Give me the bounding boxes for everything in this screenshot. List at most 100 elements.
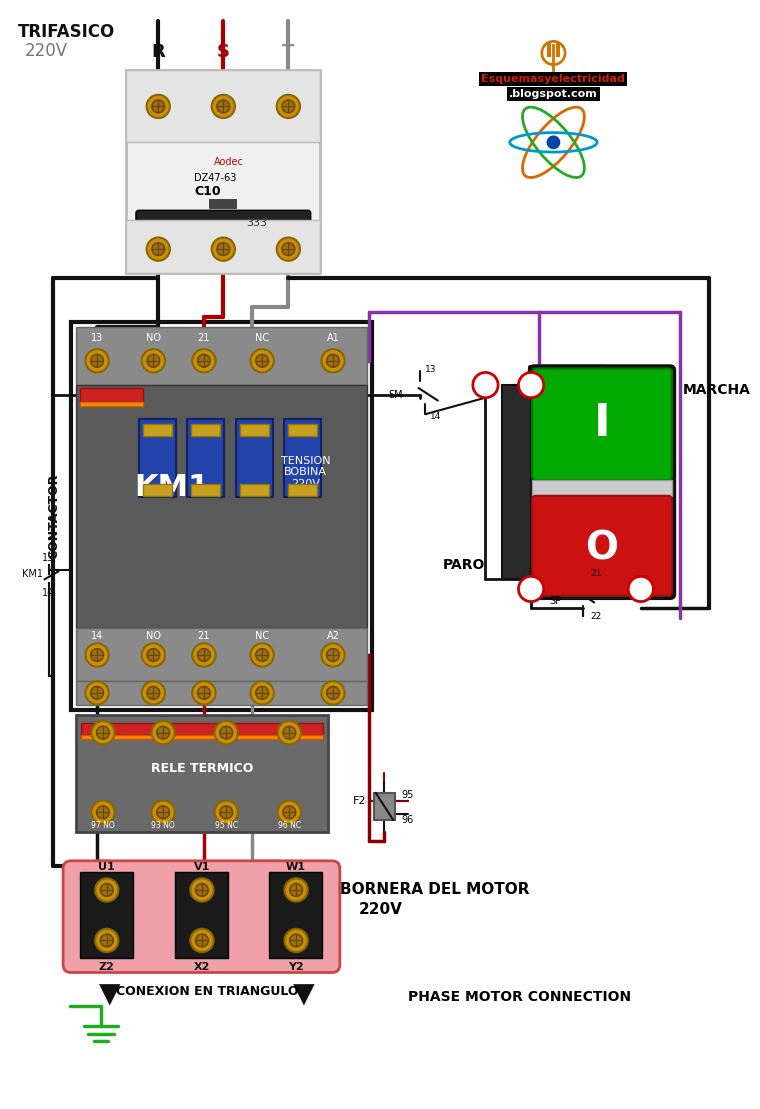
Circle shape	[152, 243, 165, 255]
Bar	[188, 419, 224, 497]
FancyBboxPatch shape	[532, 368, 672, 480]
Text: C10: C10	[195, 185, 221, 199]
Circle shape	[282, 243, 295, 255]
Text: CONEXION EN TRIANGULO: CONEXION EN TRIANGULO	[116, 986, 298, 998]
Text: 14: 14	[430, 411, 442, 420]
Circle shape	[251, 349, 274, 373]
Circle shape	[214, 801, 238, 824]
Circle shape	[142, 681, 165, 704]
Circle shape	[277, 721, 301, 744]
FancyBboxPatch shape	[63, 861, 340, 973]
Circle shape	[283, 806, 296, 818]
Bar	[76, 327, 367, 385]
Bar	[288, 485, 318, 496]
Circle shape	[327, 355, 340, 367]
Circle shape	[256, 355, 268, 367]
Text: W1: W1	[286, 862, 306, 872]
Circle shape	[251, 681, 274, 704]
Text: KM1: KM1	[134, 472, 209, 501]
Bar	[240, 424, 269, 436]
Text: 333: 333	[246, 218, 268, 228]
Text: PARO: PARO	[443, 558, 486, 572]
Text: Z2: Z2	[99, 962, 115, 971]
Text: 95: 95	[401, 790, 413, 800]
Circle shape	[157, 726, 169, 739]
Text: X2: X2	[194, 962, 211, 971]
Bar	[76, 715, 328, 832]
Text: RELE TERMICO: RELE TERMICO	[150, 762, 253, 775]
Circle shape	[85, 681, 109, 704]
Bar	[80, 873, 133, 958]
Bar	[80, 401, 143, 406]
Text: 13: 13	[91, 334, 103, 344]
Circle shape	[277, 237, 300, 261]
Bar	[192, 424, 220, 436]
Circle shape	[198, 649, 211, 661]
Bar	[81, 734, 323, 740]
Polygon shape	[293, 984, 315, 1006]
Circle shape	[473, 373, 498, 398]
Text: NC: NC	[255, 334, 269, 344]
Bar	[81, 723, 323, 734]
Circle shape	[214, 721, 238, 744]
Circle shape	[147, 94, 170, 118]
Text: KM1: KM1	[22, 569, 43, 579]
Text: 13: 13	[426, 365, 437, 374]
Circle shape	[212, 94, 235, 118]
Circle shape	[142, 349, 165, 373]
Text: 97 NO: 97 NO	[91, 822, 115, 831]
Circle shape	[327, 649, 340, 661]
Circle shape	[327, 686, 340, 700]
Text: Esquemasyelectricidad: Esquemasyelectricidad	[482, 74, 625, 84]
Text: Y2: Y2	[288, 962, 304, 971]
Text: DZ47-63: DZ47-63	[195, 173, 236, 183]
Circle shape	[100, 934, 113, 947]
Circle shape	[321, 643, 345, 667]
Circle shape	[217, 100, 230, 113]
Circle shape	[91, 721, 115, 744]
Circle shape	[277, 801, 301, 824]
Bar	[269, 873, 322, 958]
Circle shape	[91, 801, 115, 824]
Text: PHASE MOTOR CONNECTION: PHASE MOTOR CONNECTION	[408, 989, 631, 1004]
Circle shape	[198, 686, 211, 700]
Text: R: R	[151, 43, 165, 61]
Circle shape	[85, 643, 109, 667]
Bar	[192, 485, 220, 496]
Circle shape	[151, 721, 175, 744]
Circle shape	[284, 929, 308, 953]
Circle shape	[321, 681, 345, 704]
Circle shape	[282, 100, 295, 113]
Circle shape	[290, 934, 302, 947]
Text: 21: 21	[524, 584, 538, 594]
Text: 14: 14	[91, 631, 103, 641]
Text: CONTACTOR: CONTACTOR	[48, 474, 61, 559]
Text: 220V: 220V	[24, 42, 68, 60]
Circle shape	[321, 349, 345, 373]
FancyBboxPatch shape	[532, 496, 672, 596]
Circle shape	[157, 806, 169, 818]
Text: 95 NC: 95 NC	[214, 822, 238, 831]
Bar	[71, 322, 372, 711]
FancyBboxPatch shape	[136, 211, 311, 264]
Circle shape	[192, 643, 216, 667]
Circle shape	[152, 100, 165, 113]
Text: O: O	[585, 529, 619, 567]
Text: MARCHA: MARCHA	[682, 383, 750, 397]
Text: 22: 22	[591, 612, 602, 621]
Circle shape	[629, 577, 654, 601]
Circle shape	[212, 237, 235, 261]
Bar	[139, 419, 176, 497]
Circle shape	[192, 681, 216, 704]
Text: 21: 21	[198, 334, 210, 344]
Text: T: T	[282, 43, 295, 61]
Circle shape	[277, 94, 300, 118]
Text: F2: F2	[353, 795, 366, 805]
Text: 14: 14	[524, 380, 538, 390]
Text: V1: V1	[194, 862, 211, 872]
Circle shape	[142, 643, 165, 667]
Text: A1: A1	[327, 334, 340, 344]
Circle shape	[97, 806, 109, 818]
Circle shape	[97, 726, 109, 739]
Bar	[76, 628, 367, 681]
